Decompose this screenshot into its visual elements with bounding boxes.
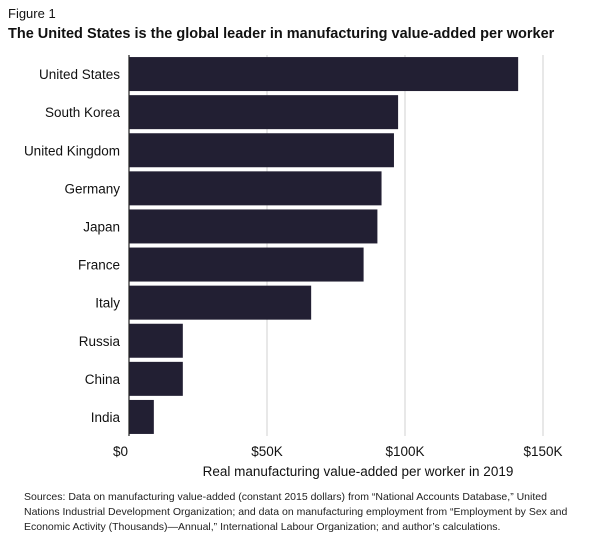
bar-united-kingdom [129, 133, 394, 168]
bar-france [129, 247, 364, 282]
x-tick-label: $150K [523, 444, 562, 459]
bar-russia [129, 323, 183, 358]
bar-india [129, 399, 154, 434]
category-label-china: China [85, 372, 121, 387]
bar-south-korea [129, 95, 399, 130]
category-label-italy: Italy [95, 296, 120, 311]
x-tick-label: $50K [251, 444, 283, 459]
bar-united-states [129, 57, 519, 92]
chart-title: The United States is the global leader i… [8, 26, 555, 42]
category-label-russia: Russia [79, 334, 121, 349]
x-axis-title: Real manufacturing value-added per worke… [203, 464, 514, 479]
category-label-united-kingdom: United Kingdom [24, 143, 120, 158]
bar-china [129, 361, 183, 396]
bar-japan [129, 209, 378, 244]
bar-italy [129, 285, 312, 320]
category-label-india: India [91, 410, 121, 425]
category-label-japan: Japan [83, 219, 120, 234]
category-label-united-states: United States [39, 67, 120, 82]
sources-note: Sources: Data on manufacturing value-add… [24, 491, 568, 533]
bar-chart: United States South Korea United Kingdom Ge… [24, 55, 563, 479]
category-label-south-korea: South Korea [45, 105, 121, 120]
figure-label: Figure 1 [8, 6, 56, 21]
x-tick-label: $0 [113, 444, 128, 459]
x-tick-label: $100K [385, 444, 424, 459]
bar-germany [129, 171, 382, 206]
category-label-germany: Germany [64, 181, 120, 196]
category-label-france: France [78, 258, 120, 273]
